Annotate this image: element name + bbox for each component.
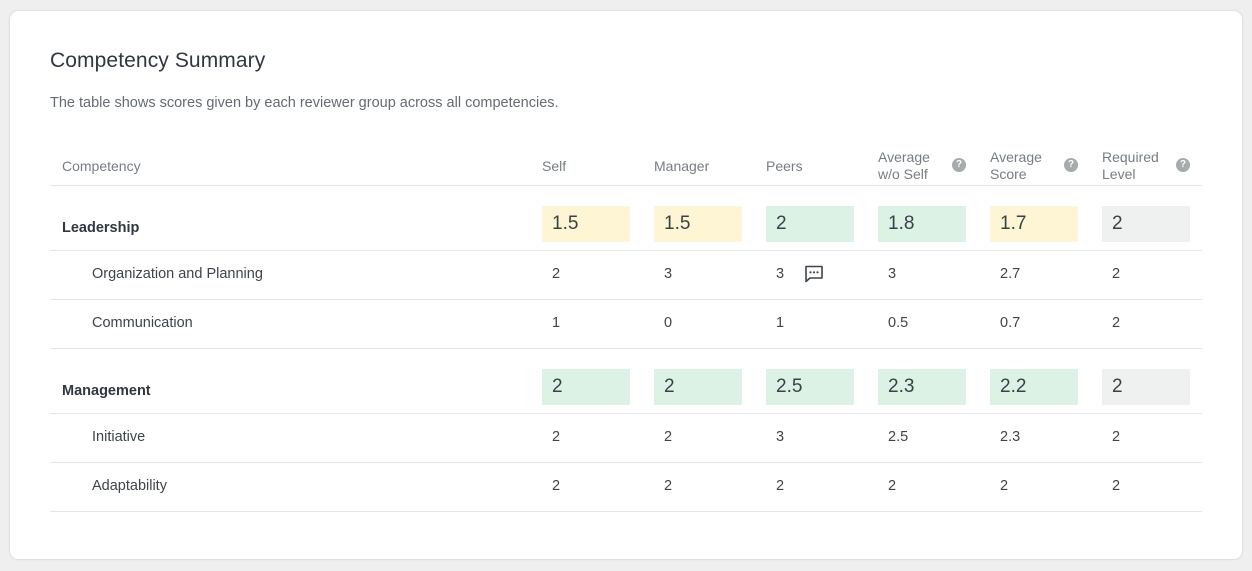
table-row: Communication 1 0 1 0.5 0.7 2 [50,300,1202,349]
table-row-group-leadership: Leadership 1.5 1.5 2 1.8 1.7 2 [50,186,1202,251]
table-header: Competency Self Manager Peers Average w/… [50,147,1202,186]
help-icon[interactable]: ? [1176,158,1190,172]
average-score: 0.7 [1000,315,1021,331]
required-level-badge: 2 [1102,206,1190,242]
required-level: 2 [1112,315,1121,331]
required-level-badge: 2 [1102,369,1190,405]
page-title: Competency Summary [50,49,266,72]
average-score: 2.3 [1000,429,1021,445]
average-wo-self-score: 2.5 [888,429,909,445]
page-subtitle: The table shows scores given by each rev… [50,95,559,111]
column-header-average-score[interactable]: Average Score ? [990,147,1078,185]
help-icon[interactable]: ? [1064,158,1078,172]
group-name: Leadership [62,220,140,236]
average-wo-self-score: 2 [888,478,897,494]
average-score-badge: 1.7 [990,206,1078,242]
manager-score: 2 [664,478,673,494]
column-header-competency[interactable]: Competency [62,157,141,174]
required-level: 2 [1112,478,1121,494]
average-score: 2.7 [1000,266,1021,282]
self-score-badge: 1.5 [542,206,630,242]
peers-score: 2 [776,478,785,494]
self-score-badge: 2 [542,369,630,405]
average-wo-self-score: 3 [888,266,897,282]
column-header-average-wo-self[interactable]: Average w/o Self ? [878,147,966,185]
competency-name: Organization and Planning [92,266,263,282]
peers-score: 1 [776,315,785,331]
help-icon[interactable]: ? [952,158,966,172]
manager-score-badge: 1.5 [654,206,742,242]
average-wo-self-score-badge: 1.8 [878,206,966,242]
average-score-badge: 2.2 [990,369,1078,405]
peers-score: 3 [776,429,785,445]
comment-icon[interactable] [804,265,824,283]
average-wo-self-score-badge: 2.3 [878,369,966,405]
column-header-required-level[interactable]: Required Level ? [1102,147,1190,185]
manager-score: 0 [664,315,673,331]
competency-table: Competency Self Manager Peers Average w/… [50,147,1202,512]
competency-name: Communication [92,315,193,331]
manager-score-badge: 2 [654,369,742,405]
required-level: 2 [1112,266,1121,282]
average-score: 2 [1000,478,1009,494]
column-header-self[interactable]: Self [542,157,567,174]
manager-score: 2 [664,429,673,445]
peers-score: 3 [776,266,785,282]
competency-name: Adaptability [92,478,167,494]
column-header-manager[interactable]: Manager [654,157,710,174]
table-row-group-management: Management 2 2 2.5 2.3 2.2 2 [50,349,1202,414]
self-score: 2 [552,478,561,494]
table-row: Initiative 2 2 3 2.5 2.3 2 [50,414,1202,463]
column-header-peers[interactable]: Peers [766,157,803,174]
self-score: 1 [552,315,561,331]
competency-summary-card: Competency Summary The table shows score… [10,11,1242,559]
group-name: Management [62,383,151,399]
competency-name: Initiative [92,429,146,445]
self-score: 2 [552,429,561,445]
peers-score-badge: 2.5 [766,369,854,405]
required-level: 2 [1112,429,1121,445]
manager-score: 3 [664,266,673,282]
peers-score-badge: 2 [766,206,854,242]
self-score: 2 [552,266,561,282]
average-wo-self-score: 0.5 [888,315,909,331]
table-row: Organization and Planning 2 3 3 3 2.7 2 [50,251,1202,300]
table-row: Adaptability 2 2 2 2 2 2 [50,463,1202,512]
